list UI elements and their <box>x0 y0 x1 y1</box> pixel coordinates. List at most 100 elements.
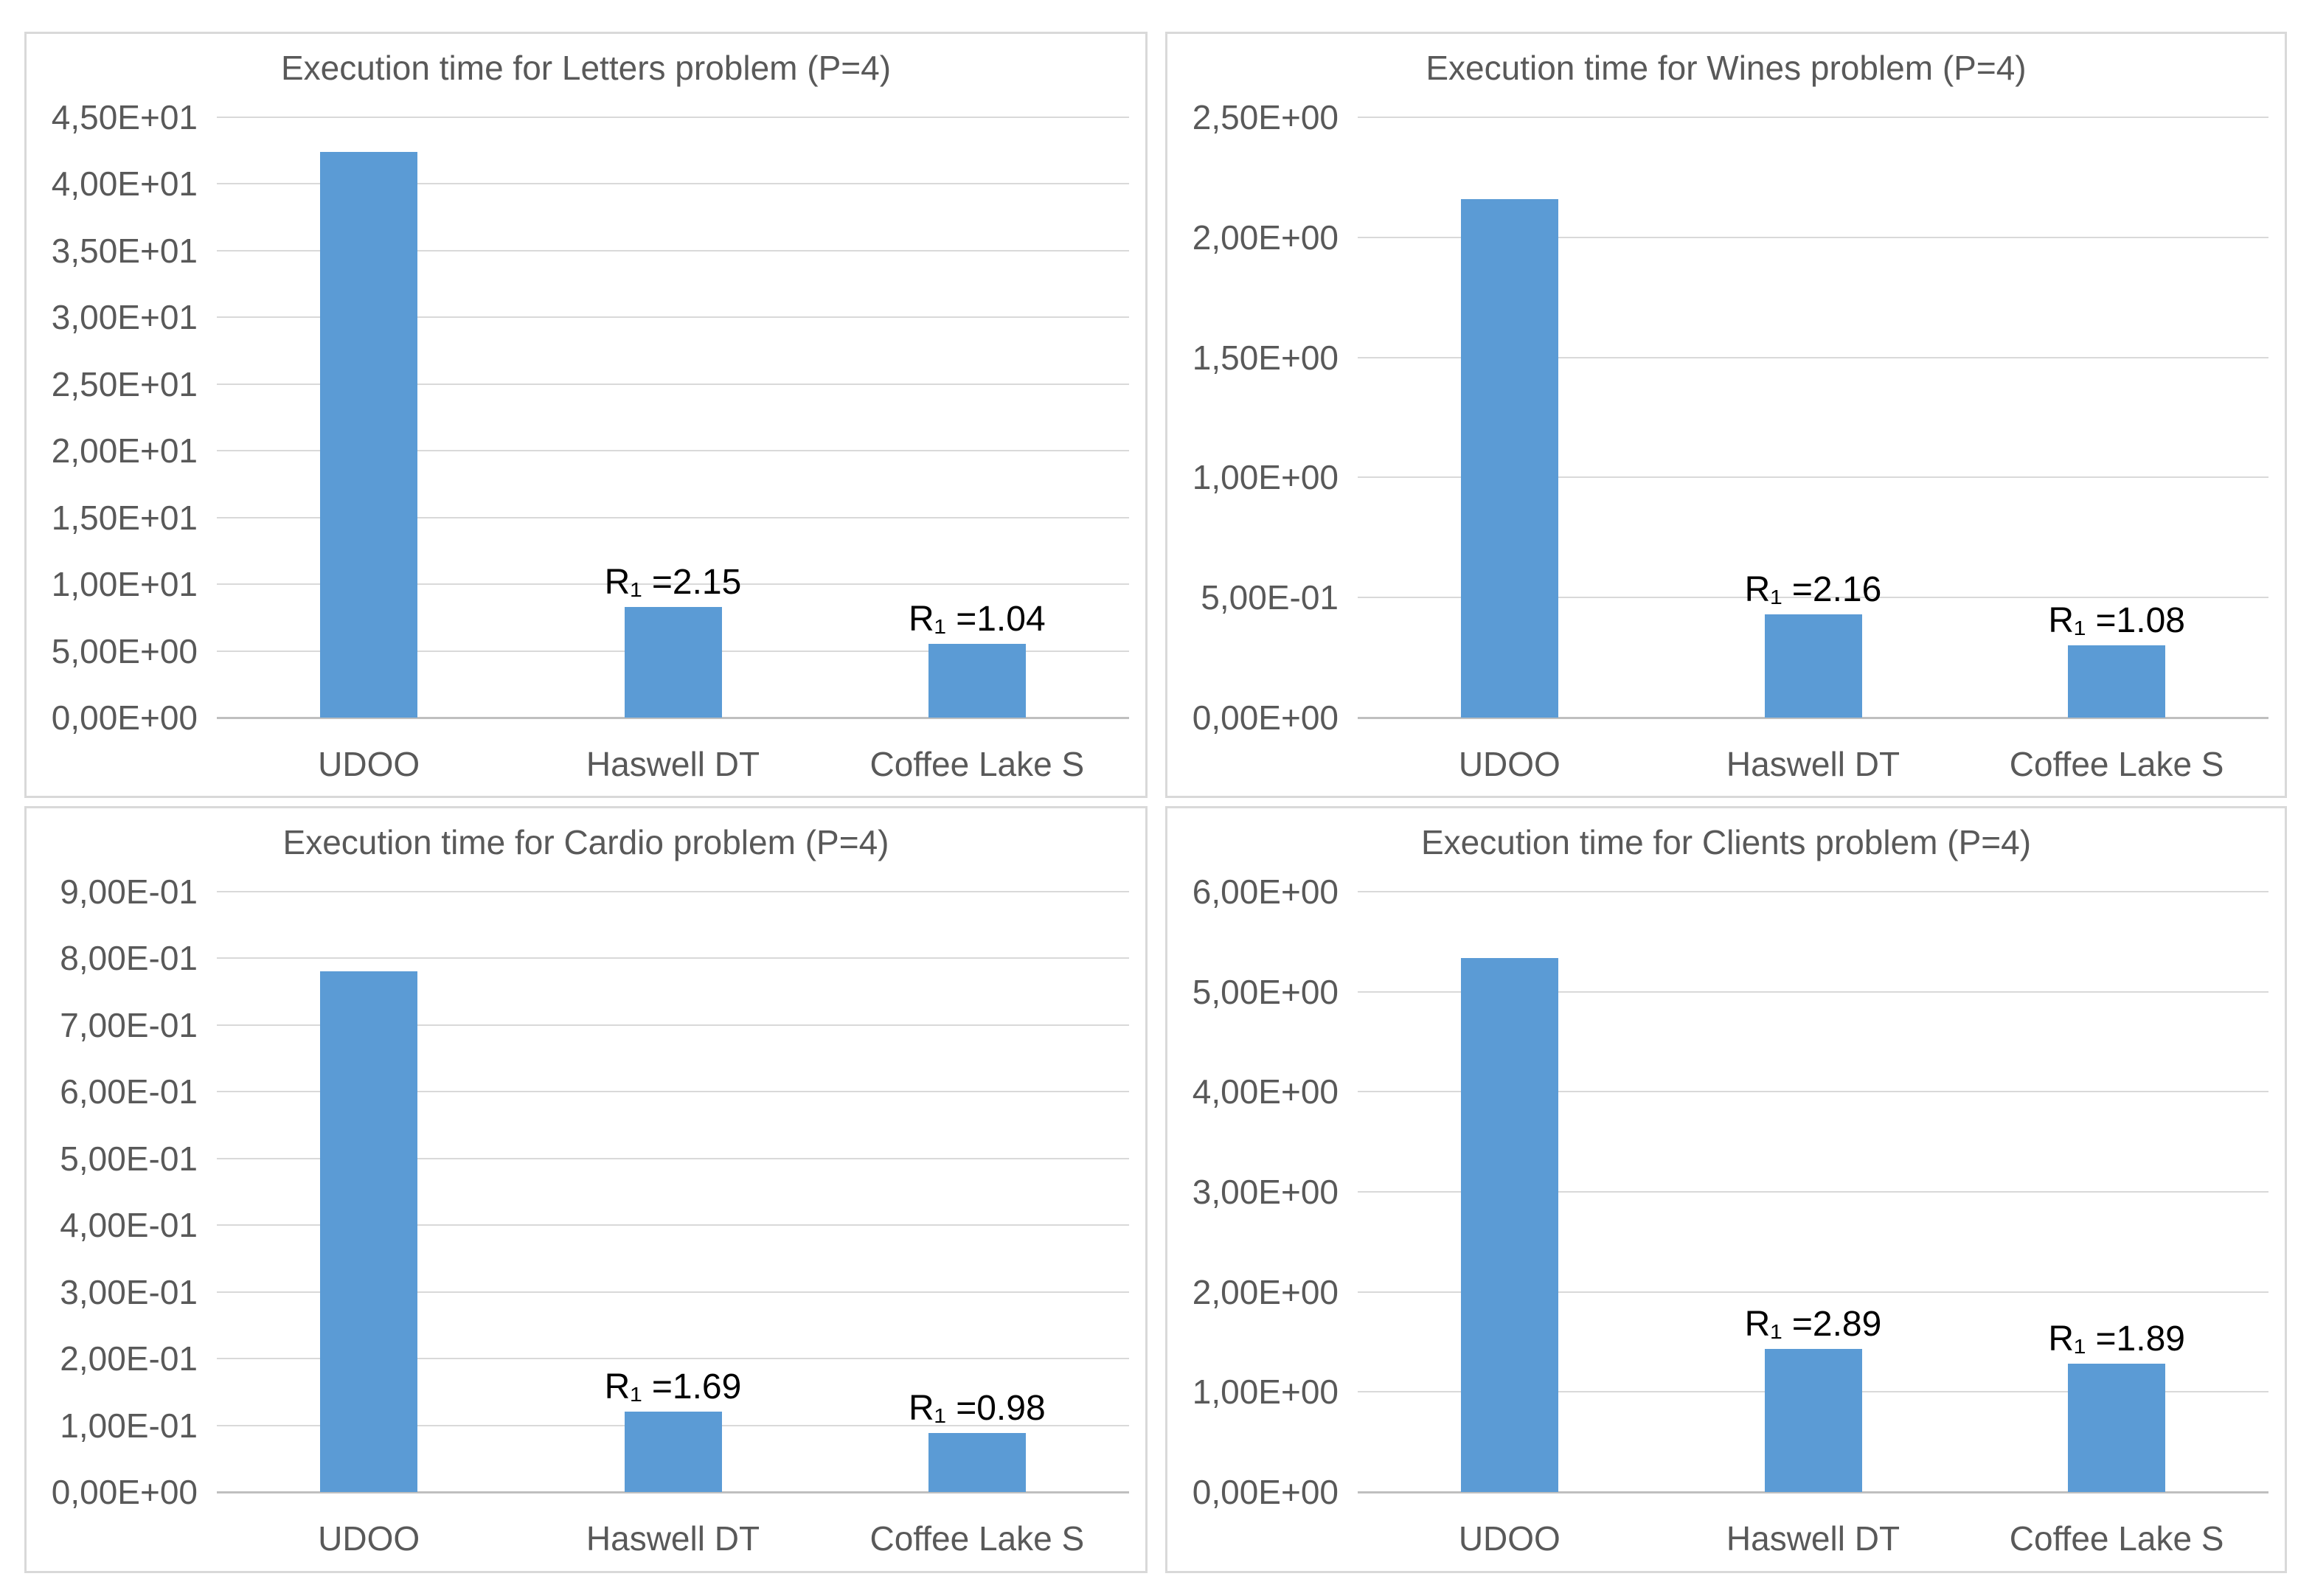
y-tick-label: 2,00E+01 <box>51 431 198 471</box>
gridline <box>217 1224 1129 1227</box>
x-axis-line <box>1358 1491 2268 1493</box>
y-tick-label: 1,50E+00 <box>1192 338 1339 377</box>
gridline <box>1358 1191 2268 1193</box>
x-category-label: Coffee Lake S <box>2009 1519 2224 1558</box>
gridline <box>217 1091 1129 1093</box>
bar-value-label: R₁ =1.04 <box>909 599 1046 639</box>
chart-panel-wines: Execution time for Wines problem (P=4) 0… <box>1165 32 2287 798</box>
plot-area: 0,00E+00 1,00E+00 2,00E+00 3,00E+00 4,00E+00… <box>1167 808 2285 1571</box>
y-tick-label: 5,00E+00 <box>51 631 198 670</box>
gridline <box>217 183 1129 185</box>
bar-coffee-lake-s <box>928 1433 1026 1492</box>
gridline <box>217 316 1129 319</box>
y-tick-label: 5,00E+00 <box>1192 972 1339 1011</box>
x-axis-line <box>217 1491 1129 1493</box>
chart-title: Execution time for Letters problem (P=4) <box>280 49 892 87</box>
bar-haswell-dt <box>1764 1348 1862 1492</box>
y-tick-label: 1,50E+01 <box>51 498 198 537</box>
y-tick-label: 1,00E+00 <box>1192 1373 1339 1412</box>
bar-value-label: R₁ =1.08 <box>2048 601 2185 641</box>
y-tick-label: 3,00E-01 <box>60 1272 198 1311</box>
chart-panel-letters: Execution time for Letters problem (P=4)… <box>24 32 1148 798</box>
bar-haswell-dt <box>1764 614 1862 718</box>
y-tick-label: 1,00E-01 <box>60 1406 198 1445</box>
x-category-label: Haswell DT <box>1726 745 1900 783</box>
x-category-label: Haswell DT <box>586 1519 760 1558</box>
y-tick-label: 3,50E+01 <box>51 231 198 270</box>
x-category-label: UDOO <box>318 745 420 783</box>
chart-title: Execution time for Cardio problem (P=4) <box>282 823 889 861</box>
bar-value-label: R₁ =1.69 <box>604 1367 742 1406</box>
chart-panel-clients: Execution time for Clients problem (P=4)… <box>1165 806 2287 1573</box>
gridline <box>217 957 1129 960</box>
y-tick-label: 6,00E+00 <box>1192 872 1339 911</box>
y-tick-label: 5,00E-01 <box>60 1139 198 1178</box>
y-tick-label: 2,00E-01 <box>60 1339 198 1378</box>
bar-haswell-dt <box>624 1411 722 1492</box>
y-tick-label: 1,00E+00 <box>1192 458 1339 497</box>
y-tick-label: 0,00E+00 <box>1192 1473 1339 1511</box>
bar-value-label: R₁ =2.15 <box>604 562 742 602</box>
gridline <box>217 450 1129 452</box>
gridline <box>217 583 1129 586</box>
gridline <box>217 1291 1129 1293</box>
y-tick-label: 2,50E+01 <box>51 364 198 403</box>
bar-udoo <box>1460 198 1558 718</box>
gridline <box>1358 236 2268 238</box>
plot-area: 0,00E+00 5,00E+00 1,00E+01 1,50E+01 2,00E+01… <box>27 34 1145 796</box>
y-tick-label: 2,00E+00 <box>1192 218 1339 257</box>
gridline <box>1358 990 2268 993</box>
gridline <box>1358 891 2268 892</box>
y-tick-label: 0,00E+00 <box>51 1473 198 1511</box>
gridline <box>1358 597 2268 599</box>
bar-coffee-lake-s <box>2068 1364 2166 1492</box>
x-category-label: Haswell DT <box>1726 1519 1900 1558</box>
gridline <box>217 1358 1129 1360</box>
x-category-label: UDOO <box>1458 1519 1561 1558</box>
y-tick-label: 2,50E+00 <box>1192 98 1339 136</box>
x-category-label: Coffee Lake S <box>2009 745 2224 783</box>
gridline <box>1358 1291 2268 1293</box>
bar-coffee-lake-s <box>2068 645 2166 718</box>
gridline <box>217 117 1129 118</box>
bar-coffee-lake-s <box>928 643 1026 718</box>
gridline <box>1358 1091 2268 1093</box>
x-axis-line <box>217 717 1129 719</box>
gridline <box>1358 476 2268 479</box>
x-category-label: Haswell DT <box>586 745 760 783</box>
x-category-label: Coffee Lake S <box>869 745 1085 783</box>
y-tick-label: 1,00E+01 <box>51 565 198 604</box>
plot-area: 0,00E+00 1,00E-01 2,00E-01 3,00E-01 4,00E-01… <box>27 808 1145 1571</box>
y-tick-label: 4,50E+01 <box>51 98 198 136</box>
bar-haswell-dt <box>624 606 722 718</box>
bar-value-label: R₁ =0.98 <box>909 1389 1046 1429</box>
gridline <box>217 383 1129 385</box>
gridline <box>1358 356 2268 358</box>
bar-value-label: R₁ =1.89 <box>2048 1319 2185 1359</box>
plot-area: 0,00E+00 5,00E-01 1,00E+00 1,50E+00 2,00E+00… <box>1167 34 2285 796</box>
chart-panel-cardio: Execution time for Cardio problem (P=4) … <box>24 806 1148 1573</box>
y-tick-label: 8,00E-01 <box>60 939 198 978</box>
bar-value-label: R₁ =2.89 <box>1744 1304 1882 1344</box>
gridline <box>217 516 1129 518</box>
y-tick-label: 5,00E-01 <box>1201 578 1339 617</box>
bar-udoo <box>320 971 418 1492</box>
bar-udoo <box>320 152 418 718</box>
x-category-label: UDOO <box>318 1519 420 1558</box>
x-category-label: Coffee Lake S <box>869 1519 1085 1558</box>
y-tick-label: 4,00E-01 <box>60 1206 198 1245</box>
chart-title: Execution time for Wines problem (P=4) <box>1426 49 2027 87</box>
gridline <box>217 1157 1129 1159</box>
x-category-label: UDOO <box>1458 745 1561 783</box>
y-tick-label: 7,00E-01 <box>60 1005 198 1044</box>
gridline <box>217 1024 1129 1026</box>
y-tick-label: 6,00E-01 <box>60 1072 198 1111</box>
y-tick-label: 0,00E+00 <box>51 698 198 737</box>
gridline <box>1358 117 2268 118</box>
y-tick-label: 3,00E+00 <box>1192 1173 1339 1211</box>
bar-value-label: R₁ =2.16 <box>1744 569 1882 609</box>
y-tick-label: 3,00E+01 <box>51 298 198 337</box>
y-tick-label: 9,00E-01 <box>60 872 198 911</box>
y-tick-label: 0,00E+00 <box>1192 698 1339 737</box>
x-axis-line <box>1358 717 2268 719</box>
